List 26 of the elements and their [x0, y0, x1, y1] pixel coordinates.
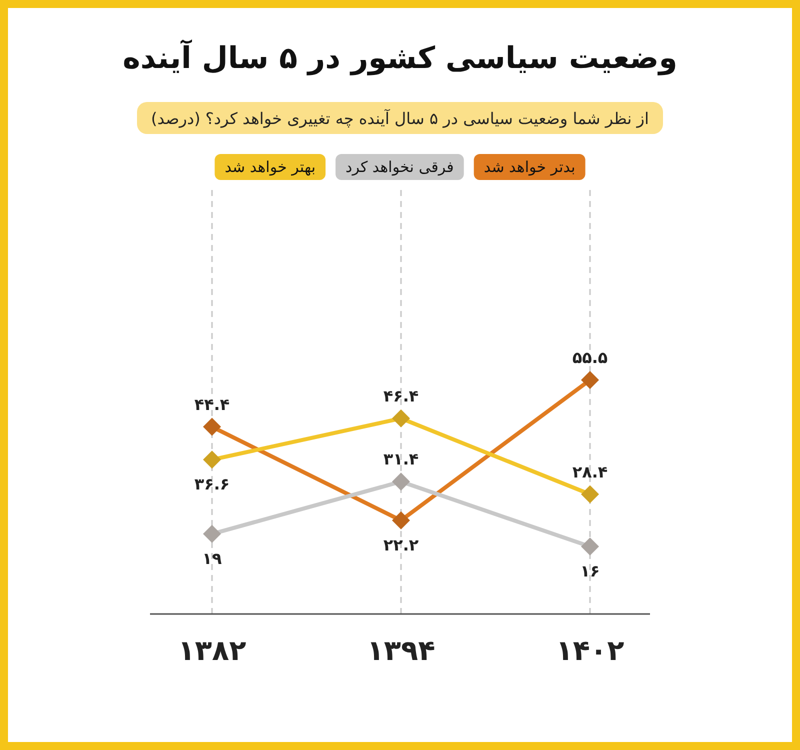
point: [203, 524, 221, 543]
point: [392, 511, 410, 530]
point: [392, 409, 410, 428]
data-label: ۴۴.۴: [194, 394, 230, 414]
text: فرقی نخواهد کرد: [346, 158, 454, 176]
data-label: ۲۸.۴: [572, 462, 608, 482]
point: [392, 472, 410, 491]
point: [581, 538, 599, 556]
data-label: ۴۶.۴: [383, 386, 419, 406]
data-label: ۵۵.۵: [572, 348, 608, 367]
data-label: ۲۲.۲: [383, 535, 419, 554]
chart-subtitle: از نظر شما وضعیت سیاسی در ۵ سال آینده چه تغییری خواهد کرد؟ (درصد): [151, 108, 649, 128]
data-label: ۱۶: [580, 562, 600, 581]
point: [203, 450, 221, 469]
point: [581, 371, 599, 389]
text: بدتر خواهد شد: [484, 158, 576, 176]
point: [581, 485, 599, 504]
text: بهتر خواهد شد: [224, 158, 316, 176]
x-tick-label: ۱۳۹۴: [366, 634, 436, 667]
data-label: ۳۶.۶: [194, 474, 230, 494]
data-label: ۱۹: [202, 548, 222, 568]
data-label: ۳۱.۴: [383, 450, 419, 469]
x-tick-label: ۱۳۸۲: [178, 634, 246, 667]
chart-title: وضعیت سیاسی کشور در ۵ سال آینده: [122, 39, 678, 76]
x-tick-label: ۱۴۰۲: [556, 634, 624, 667]
point: [203, 418, 221, 436]
